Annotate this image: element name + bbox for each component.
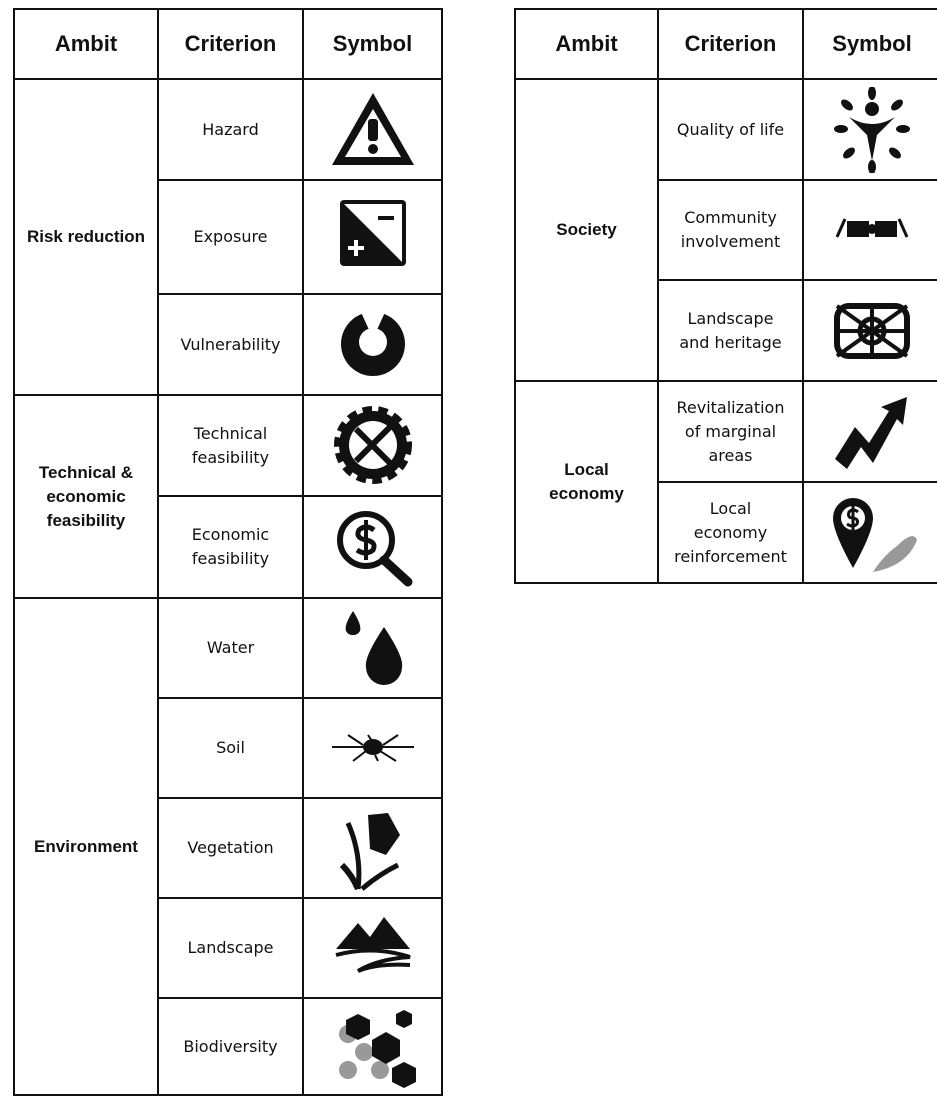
criterion-cell-text: Biodiversity: [183, 1036, 278, 1056]
symbol-icon: [331, 734, 414, 762]
symbol-icon: [835, 396, 907, 469]
criterion-cell-text: Soil: [216, 738, 245, 757]
symbol-cell: [302, 997, 443, 1096]
symbol-icon: [835, 218, 909, 238]
criterion-cell-text: Landscape and heritage: [679, 308, 782, 352]
symbol-icon: [834, 86, 910, 173]
ambit-cell-text: Local economy: [549, 460, 624, 503]
criterion-cell: Community involvement: [657, 179, 804, 281]
symbol-cell: [302, 179, 443, 295]
criterion-cell-text: Technical feasibility: [191, 423, 270, 467]
criterion-cell: Hazard: [157, 78, 304, 181]
criterion-cell: Exposure: [157, 179, 304, 295]
criterion-cell: Revitalization of marginal areas: [657, 380, 804, 483]
ambit-cell: Society: [514, 78, 659, 382]
symbol-icon: [833, 497, 917, 572]
symbol-cell: [302, 697, 443, 799]
criterion-cell: Quality of life: [657, 78, 804, 181]
symbol-cell: [802, 179, 937, 281]
criterion-cell: Economic feasibility: [157, 495, 304, 599]
header-cell: Ambit: [514, 8, 659, 80]
symbol-cell: [302, 293, 443, 396]
symbol-icon: [336, 511, 412, 587]
header-cell: Symbol: [302, 8, 443, 80]
criterion-cell-text: Revitalization of marginal areas: [676, 397, 785, 465]
criterion-cell-text: Economic feasibility: [191, 525, 270, 568]
header-cell: Ambit: [13, 8, 159, 80]
criterion-cell: Water: [157, 597, 304, 699]
symbol-cell: [802, 279, 937, 382]
symbol-cell: [802, 78, 937, 181]
symbol-icon: [331, 92, 414, 165]
criterion-cell: Technical feasibility: [157, 394, 304, 497]
header-cell: Symbol: [802, 8, 937, 80]
symbol-cell: [302, 495, 443, 599]
symbol-icon: [339, 813, 400, 891]
ambit-cell: Local economy: [514, 380, 659, 584]
criterion-cell: Soil: [157, 697, 304, 799]
symbol-icon: [338, 1009, 416, 1088]
symbol-cell: [302, 78, 443, 181]
criterion-cell-text: Water: [206, 638, 255, 657]
criterion-cell-text: Vegetation: [187, 838, 274, 857]
symbol-icon: [334, 917, 411, 973]
ambit-cell: Environment: [13, 597, 159, 1096]
criterion-cell-text: Vulnerability: [180, 334, 281, 354]
ambit-cell-text: Society: [556, 220, 617, 239]
criterion-cell: Vulnerability: [157, 293, 304, 396]
header-cell-text: Symbol: [332, 31, 413, 56]
criterion-cell-text: Landscape: [187, 938, 274, 957]
symbol-icon: [345, 611, 402, 685]
header-cell-text: Ambit: [54, 31, 118, 56]
ambit-cell-text: Risk reduction: [26, 227, 146, 246]
header-cell-text: Symbol: [832, 31, 912, 56]
ambit-cell-text: Environment: [34, 836, 138, 856]
ambit-cell: Risk reduction: [13, 78, 159, 396]
symbol-cell: [302, 797, 443, 899]
criterion-cell: Landscape and heritage: [657, 279, 804, 382]
symbol-cell: [302, 394, 443, 497]
header-cell-text: Criterion: [184, 31, 277, 56]
ambit-cell: Technical & economic feasibility: [13, 394, 159, 599]
symbol-cell: [302, 597, 443, 699]
criterion-cell: Biodiversity: [157, 997, 304, 1096]
criterion-cell-text: Quality of life: [676, 119, 785, 139]
symbol-cell: [802, 481, 937, 584]
symbol-icon: [834, 302, 910, 359]
header-cell: Criterion: [657, 8, 804, 80]
symbol-icon: [340, 309, 405, 376]
criterion-cell: Local economy reinforcement: [657, 481, 804, 584]
criterion-cell-text: Local economy reinforcement: [674, 498, 787, 566]
criterion-cell-text: Community involvement: [680, 208, 781, 251]
criterion-cell: Landscape: [157, 897, 304, 999]
criterion-cell-text: Hazard: [202, 119, 259, 139]
symbol-cell: [802, 380, 937, 483]
header-cell-text: Ambit: [555, 31, 618, 56]
symbol-cell: [302, 897, 443, 999]
criterion-cell-text: Exposure: [193, 227, 268, 246]
header-cell: Criterion: [157, 8, 304, 80]
symbol-icon: [333, 405, 412, 484]
ambit-cell-text: Technical & economic feasibility: [38, 462, 134, 530]
header-cell-text: Criterion: [684, 31, 777, 56]
symbol-icon: [339, 200, 406, 266]
criterion-cell: Vegetation: [157, 797, 304, 899]
